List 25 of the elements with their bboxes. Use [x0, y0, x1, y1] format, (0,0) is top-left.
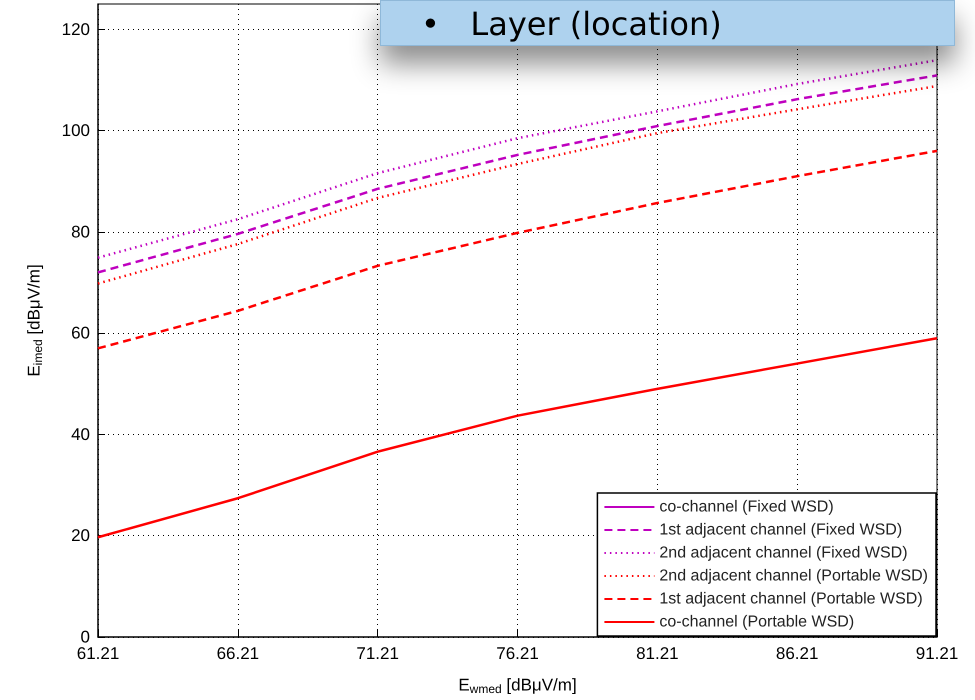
legend-label: co-channel (Portable WSD) — [659, 614, 854, 630]
x-tick-label: 81.21 — [636, 644, 679, 663]
legend-label: 2nd adjacent channel (Portable WSD) — [659, 568, 928, 584]
y-tick-label: 100 — [62, 121, 90, 140]
line-series — [96, 336, 938, 538]
legend-label: 1st adjacent channel (Portable WSD) — [659, 590, 923, 608]
x-tick-label: 66.21 — [216, 644, 260, 663]
legend-label: 2nd adjacent channel (Fixed WSD) — [659, 544, 908, 562]
legend-label: co-channel (Fixed WSD) — [659, 498, 834, 516]
callout-box: • Layer (location) — [380, 0, 955, 46]
y-tick-label: 20 — [71, 526, 90, 546]
legend-label: 1st adjacent channel (Fixed WSD) — [659, 522, 902, 538]
x-tick-label: 76.21 — [496, 644, 539, 663]
x-tick-label: 86.21 — [776, 644, 818, 663]
x-tick-label: 61.21 — [76, 644, 120, 663]
y-tick-label: 0 — [80, 628, 90, 646]
y-tick-label: 120 — [62, 20, 90, 39]
y-axis-title: Eimed [dBμV/m] — [24, 264, 45, 377]
annotation: • Layer (location) — [421, 5, 722, 43]
x-tick-label: 71.21 — [356, 644, 399, 663]
line-series — [96, 150, 938, 350]
x-tick-label: 91.21 — [916, 644, 958, 663]
y-tick-label: 40 — [71, 424, 90, 444]
y-tick-label: 60 — [71, 324, 90, 343]
y-tick-label: 80 — [71, 222, 90, 242]
